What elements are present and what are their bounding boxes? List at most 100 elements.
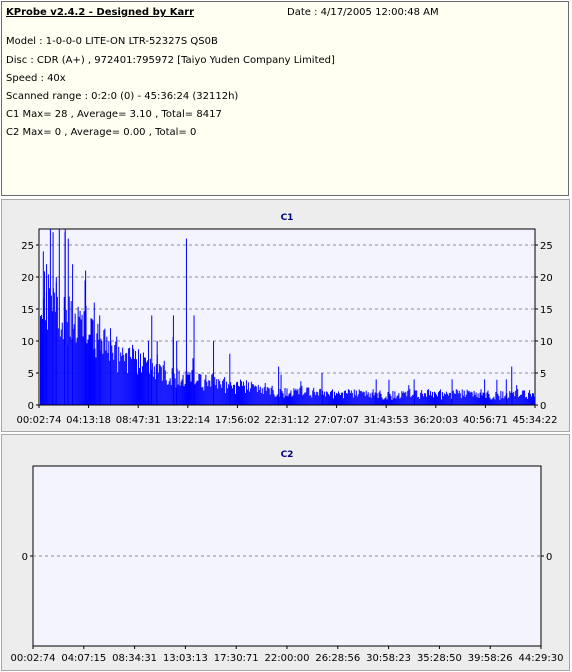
c1-bar: [476, 397, 478, 405]
c2-chart: C2 0 0 00:02:74 04:07:15 08:34:31 13:03:13 17:3…: [11, 450, 564, 664]
c1-bar: [191, 370, 193, 405]
c1-bar: [73, 324, 75, 405]
c1-bar: [330, 391, 332, 405]
c1-bar: [294, 390, 296, 405]
c1-bar: [487, 390, 489, 405]
c1-bar: [55, 277, 57, 405]
c1-bar: [266, 387, 268, 405]
c1-bar: [380, 394, 382, 405]
x-tick-label: 22:31:12: [265, 415, 310, 426]
c1-bar: [119, 361, 121, 405]
c1-bar: [263, 387, 265, 405]
c1-bar: [368, 396, 370, 405]
c1-bar: [326, 391, 328, 405]
c1-bar: [80, 319, 82, 405]
c1-bar: [353, 389, 355, 405]
c1-bar: [471, 392, 473, 405]
c1-bar: [112, 352, 114, 405]
c1-bar: [108, 341, 110, 405]
c1-bar: [485, 398, 487, 405]
c1-bar: [165, 380, 167, 405]
c1-bar: [252, 384, 254, 405]
c1-bar: [384, 397, 386, 405]
c1-bar: [303, 394, 305, 405]
c1-bar: [278, 366, 280, 405]
x-tick-label: 13:22:14: [165, 415, 210, 426]
c1-bar: [451, 379, 453, 405]
c1-bar: [97, 323, 99, 405]
x-tick-label: 45:34:22: [513, 415, 558, 426]
c1-bar: [180, 381, 182, 405]
c1-bar: [447, 395, 449, 405]
c1-bar: [475, 392, 477, 405]
x-tick-label: 17:56:02: [215, 415, 260, 426]
c1-bar: [386, 399, 388, 405]
c1-bar: [474, 394, 476, 405]
c1-bar: [237, 381, 239, 405]
c1-bar: [254, 385, 256, 405]
c1-bar: [271, 385, 273, 405]
c1-bar: [336, 393, 337, 405]
c1-bar: [337, 391, 339, 405]
c1-bar: [296, 390, 298, 405]
c1-bar: [325, 396, 327, 405]
c1-bar: [292, 395, 294, 405]
c1-bar: [218, 379, 220, 405]
c1-bar: [102, 353, 104, 405]
c1-bar: [431, 395, 433, 405]
c1-bar: [458, 390, 460, 405]
c1-bar: [428, 389, 430, 405]
c1-bar: [256, 391, 258, 405]
x-tick-label: 39:58:26: [468, 653, 513, 664]
c1-bar: [152, 376, 154, 405]
c1-bar: [227, 388, 229, 405]
c1-bar: [230, 382, 232, 405]
c1-bar: [511, 366, 513, 405]
c1-bar: [394, 391, 396, 405]
c1-bar: [95, 357, 97, 405]
c1-bar: [490, 399, 492, 405]
c1-bar: [204, 379, 206, 405]
c1-bar: [259, 386, 261, 405]
c1-bar: [82, 336, 84, 405]
c1-bar: [200, 374, 202, 405]
c1-bar: [422, 393, 424, 405]
c1-bar: [42, 251, 44, 405]
c1-bar: [229, 353, 231, 405]
c1-bar: [160, 367, 162, 405]
c1-bar: [390, 395, 392, 405]
c1-bar: [500, 390, 502, 405]
c1-bar: [154, 379, 156, 405]
x-tick-label: 08:47:31: [116, 415, 161, 426]
c1-bar: [66, 322, 68, 405]
c1-bar: [104, 328, 106, 405]
c1-bar: [141, 366, 143, 405]
c1-bar: [439, 389, 441, 405]
x-tick-label: 08:34:31: [112, 653, 157, 664]
c1-bar: [100, 338, 102, 405]
c1-bar: [465, 394, 467, 405]
c1-bar: [503, 398, 505, 405]
c1-bar: [88, 334, 90, 405]
c1-bar: [517, 389, 519, 405]
c1-bar: [308, 387, 310, 405]
c1-bar: [526, 396, 528, 405]
c1-bar: [41, 318, 43, 405]
c1-bar: [220, 384, 222, 405]
c1-bar: [408, 385, 410, 405]
y-tick-label-right: 15: [540, 305, 553, 316]
c1-bar: [497, 393, 499, 405]
c1-bar: [374, 392, 376, 405]
x-tick-label: 00:02:74: [17, 415, 62, 426]
c1-bar: [332, 389, 334, 405]
c1-bar: [435, 394, 437, 405]
c1-bar: [412, 394, 414, 405]
c1-bar: [179, 385, 181, 405]
c1-bar: [406, 396, 408, 405]
c1-bar: [382, 399, 384, 405]
c1-bar: [89, 334, 91, 405]
c1-bar: [56, 296, 58, 405]
c1-bar: [494, 399, 496, 405]
c1-bar: [159, 365, 161, 405]
c1-bar: [126, 353, 128, 405]
